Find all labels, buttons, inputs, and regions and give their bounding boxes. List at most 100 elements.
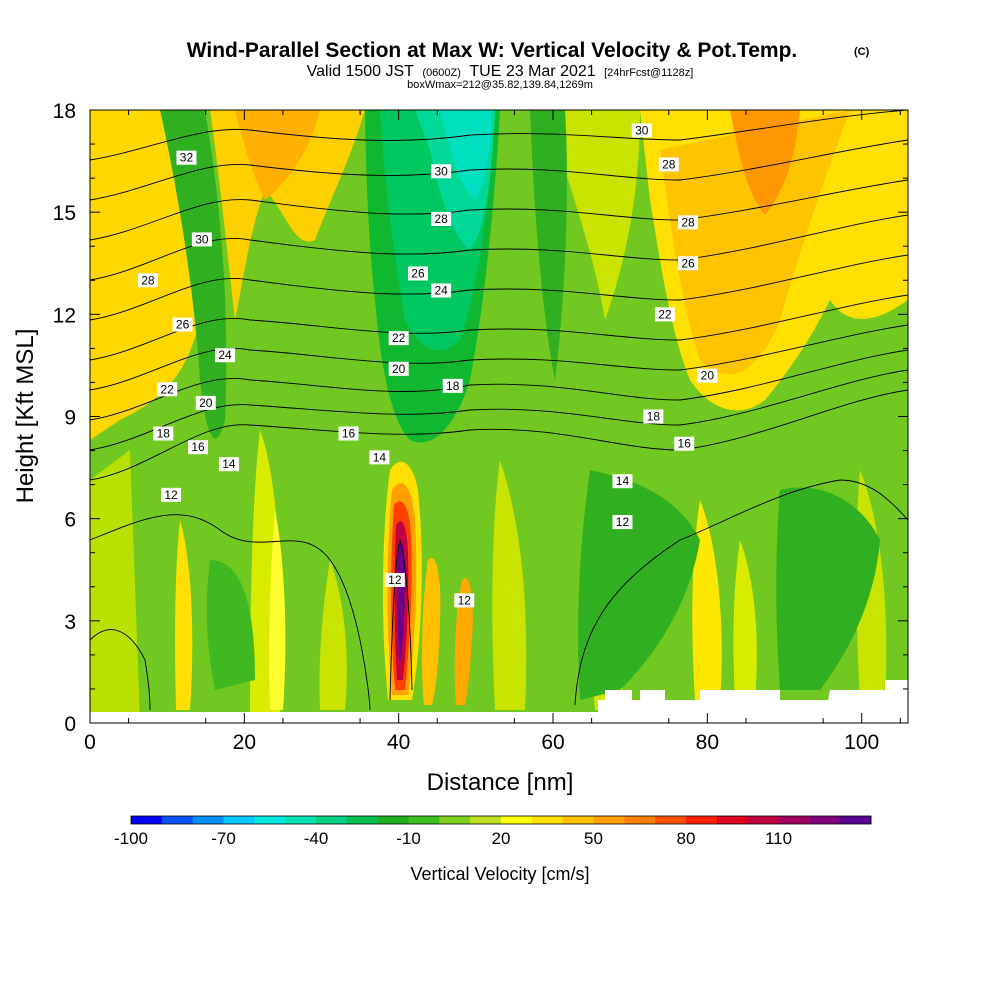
contour-label: 12 xyxy=(612,515,633,530)
contour-label-box xyxy=(431,283,452,298)
contour-label: 22 xyxy=(157,382,178,397)
colorbar-labels: -100 -70 -40 -10 20 50 80 110 xyxy=(114,829,792,848)
theta-contour-line xyxy=(574,479,908,706)
colorbar-swatch xyxy=(562,816,594,824)
contour-label-box xyxy=(188,440,209,455)
velocity-region xyxy=(440,110,492,200)
colorbar-swatch xyxy=(686,816,718,824)
contour-label-text: 16 xyxy=(342,427,356,441)
contour-label: 12 xyxy=(384,572,405,587)
theta-contour-line xyxy=(90,324,908,391)
contour-label-text: 28 xyxy=(681,215,695,229)
colorbar-swatch xyxy=(501,816,533,824)
colorbar-swatch xyxy=(624,816,656,824)
colorbar-swatch xyxy=(346,816,379,824)
contour-label-box xyxy=(218,457,239,472)
contour-label-box xyxy=(631,123,652,138)
y-axis: 0 3 6 9 12 15 18 xyxy=(53,100,908,736)
terrain xyxy=(90,680,908,723)
contour-label-text: 22 xyxy=(658,307,672,321)
plot-area xyxy=(90,110,908,723)
contour-label: 28 xyxy=(658,157,679,172)
contour-label-text: 18 xyxy=(157,427,171,441)
velocity-region xyxy=(530,110,567,380)
chart-subtitle-box: boxWmax=212@35.82,139.84,1269m xyxy=(407,79,593,91)
colorbar-tick-label: 20 xyxy=(492,829,511,848)
contour-label: 20 xyxy=(195,395,216,410)
theta-contour-line xyxy=(90,110,908,161)
colorbar-swatch xyxy=(192,816,224,824)
colorbar-swatch xyxy=(593,816,625,824)
contour-label: 24 xyxy=(215,348,236,363)
contour-label-text: 26 xyxy=(176,318,190,332)
contour-labels: 32 30 30 30 28 28 28 28 26 26 26 24 24 22 22 22 20 20 20 18… xyxy=(137,123,718,608)
x-tick-label: 0 xyxy=(84,731,96,754)
contour-label-text: 30 xyxy=(434,164,448,178)
contour-label-text: 20 xyxy=(701,369,715,383)
y-tick-label: 12 xyxy=(53,304,76,327)
colorbar-tick-label: -40 xyxy=(304,829,329,848)
x-tick-label: 20 xyxy=(233,731,256,754)
contour-label-box xyxy=(612,474,633,489)
velocity-region xyxy=(421,557,441,705)
y-tick-label: 6 xyxy=(64,509,76,532)
colorbar-swatch xyxy=(223,816,255,824)
colorbar-tick-label: 50 xyxy=(584,829,603,848)
contour-label: 12 xyxy=(454,593,475,608)
contour-label-box xyxy=(153,426,174,441)
contour-label-box xyxy=(195,395,216,410)
contour-label-text: 20 xyxy=(392,362,406,376)
colorbar-tick-label: 110 xyxy=(765,829,792,848)
theta-contour-line xyxy=(90,349,908,421)
contour-label: 16 xyxy=(674,436,695,451)
x-tick-label: 60 xyxy=(541,731,564,754)
contour-label-box xyxy=(161,487,182,502)
contour-label-box xyxy=(338,426,359,441)
contour-label: 28 xyxy=(431,211,452,226)
y-axis-title: Height [Kft MSL] xyxy=(12,329,39,504)
contour-label-box xyxy=(172,317,193,332)
contour-label: 16 xyxy=(188,440,209,455)
contour-label-text: 22 xyxy=(392,331,406,345)
contour-label-text: 12 xyxy=(388,573,402,587)
velocity-region xyxy=(733,540,757,700)
copyright-mark: (C) xyxy=(854,46,870,58)
contour-label: 30 xyxy=(191,232,212,247)
contour-label-box xyxy=(137,273,158,288)
colorbar-tick-label: -10 xyxy=(396,829,421,848)
velocity-region xyxy=(397,542,405,660)
y-tick-label: 18 xyxy=(53,100,76,123)
colorbar-swatch xyxy=(840,816,872,824)
contour-label-box xyxy=(215,348,236,363)
contour-label: 22 xyxy=(654,307,675,322)
colorbar-swatch xyxy=(131,816,163,824)
contour-label: 26 xyxy=(407,266,428,281)
contour-label-text: 12 xyxy=(164,488,178,502)
velocity-region xyxy=(160,110,227,439)
colorbar-swatch xyxy=(316,816,348,824)
contour-label: 26 xyxy=(172,317,193,332)
velocity-region xyxy=(578,470,700,700)
theta-contours xyxy=(90,110,908,711)
colorbar-swatch xyxy=(531,816,564,824)
contour-label: 18 xyxy=(442,378,463,393)
velocity-region xyxy=(175,520,193,710)
contour-label-text: 18 xyxy=(647,410,661,424)
contour-label-box xyxy=(369,450,390,465)
contour-label-text: 24 xyxy=(218,348,232,362)
contour-label-box xyxy=(678,256,699,271)
contour-label-box xyxy=(176,150,197,165)
x-axis-title: Distance [nm] xyxy=(427,769,574,796)
velocity-region xyxy=(210,110,365,320)
contour-label-text: 14 xyxy=(373,450,387,464)
contour-label-text: 30 xyxy=(195,232,209,246)
theta-contour-line xyxy=(90,139,908,201)
contour-label-box xyxy=(431,211,452,226)
contour-label: 28 xyxy=(137,273,158,288)
x-tick-label: 100 xyxy=(844,731,879,754)
colorbar-title: Vertical Velocity [cm/s] xyxy=(410,864,589,884)
contour-label-text: 14 xyxy=(616,474,630,488)
colorbar-frame xyxy=(130,815,872,825)
contour-label-text: 26 xyxy=(681,256,695,270)
